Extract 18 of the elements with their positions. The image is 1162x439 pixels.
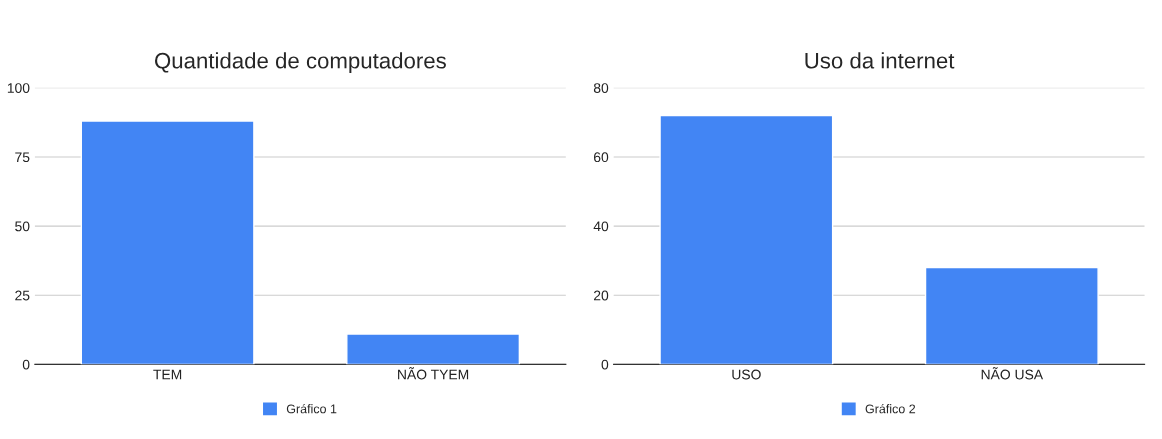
legend-label: Gráfico 2 (865, 403, 916, 414)
legend-label: Gráfico 1 (286, 403, 337, 414)
x-tick-label: USO (732, 369, 761, 380)
y-tick-label: 0 (22, 359, 30, 370)
y-tick-label: 25 (15, 290, 30, 301)
y-tick-label: 40 (593, 221, 609, 232)
y-tick-label: 75 (15, 152, 30, 163)
x-tick-label: TEM (153, 369, 182, 380)
y-tick-label: 80 (593, 83, 609, 93)
x-tick-label: NÃO TYEM (398, 367, 469, 380)
chart-title: Quantidade de computadores (155, 52, 446, 73)
y-tick-label: 0 (601, 359, 609, 370)
y-tick-label: 50 (15, 221, 30, 232)
y-tick-label: 100 (7, 83, 30, 93)
x-tick-label: NÃO USA (981, 367, 1044, 380)
chart-title: Uso da internet (805, 52, 955, 69)
y-tick-label: 60 (594, 152, 609, 163)
y-tick-label: 20 (594, 290, 609, 301)
